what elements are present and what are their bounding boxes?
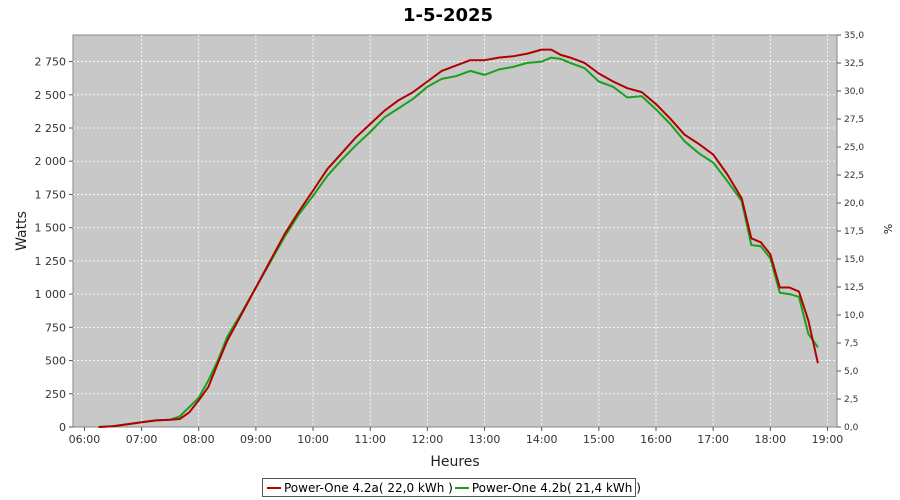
- x-tick-label: 08:00: [183, 433, 215, 446]
- y2-tick-label: 17,5: [844, 227, 864, 237]
- legend-swatch-b: [454, 486, 469, 489]
- legend-swatch-a: [267, 486, 281, 489]
- y-tick-label: 1 250: [35, 255, 67, 268]
- x-tick-label: 19:00: [812, 433, 844, 446]
- x-tick-label: 14:00: [526, 433, 558, 446]
- x-tick-label: 09:00: [240, 433, 272, 446]
- y-tick-label: 0: [59, 421, 66, 434]
- y-tick-label: 500: [45, 355, 66, 368]
- y2-tick-label: 15,0: [844, 255, 864, 265]
- chart-title: 1-5-2025: [403, 5, 493, 26]
- y-axis-ticks: 0 250 500 750 1 000 1 250 1 500 1 750 2 000 2 250…: [35, 56, 73, 434]
- x-tick-label: 10:00: [297, 433, 329, 446]
- legend-label-b: Power-One 4.2b( 21,4 kWh ): [471, 480, 641, 495]
- x-tick-label: 07:00: [126, 433, 158, 446]
- y-tick-label: 1 500: [35, 222, 67, 235]
- x-tick-label: 11:00: [354, 433, 386, 446]
- legend-label-a: Power-One 4.2a( 22,0 kWh ): [284, 480, 453, 495]
- series-line-0: [98, 48, 819, 428]
- y2-tick-label: 12,5: [844, 283, 864, 293]
- y2-axis-ticks: 0,0 2,5 5,0 7,5 10,0 12,5 15,0 17,5 20,0 22,5 25,0…: [837, 31, 864, 433]
- y-tick-label: 2 250: [35, 122, 67, 135]
- y2-tick-label: 5,0: [844, 367, 859, 377]
- y-tick-label: 750: [45, 321, 66, 334]
- y2-tick-label: 7,5: [844, 339, 858, 349]
- y2-tick-label: 32,5: [844, 59, 864, 69]
- y2-axis-label: %: [881, 224, 894, 234]
- y-tick-label: 2 500: [35, 89, 67, 102]
- y2-tick-label: 22,5: [844, 171, 864, 181]
- x-tick-label: 12:00: [412, 433, 444, 446]
- y2-tick-label: 30,0: [844, 87, 864, 97]
- x-axis-ticks: 06:00 07:00 08:00 09:00 10:00 11:00 12:00 13:00…: [69, 427, 844, 446]
- x-tick-label: 16:00: [640, 433, 672, 446]
- x-tick-label: 17:00: [697, 433, 729, 446]
- y2-tick-label: 2,5: [844, 395, 858, 405]
- y2-tick-label: 25,0: [844, 143, 864, 153]
- plot-area: [72, 34, 838, 428]
- y2-tick-label: 27,5: [844, 115, 864, 125]
- y-tick-label: 2 750: [35, 56, 67, 69]
- y-axis-label: Watts: [14, 211, 30, 251]
- legend: Power-One 4.2a( 22,0 kWh ) Power-One 4.2…: [262, 478, 641, 497]
- y2-tick-label: 20,0: [844, 199, 864, 209]
- x-tick-label: 13:00: [469, 433, 501, 446]
- x-tick-label: 06:00: [69, 433, 101, 446]
- x-axis-label: Heures: [430, 454, 479, 470]
- y-tick-label: 2 000: [35, 155, 67, 168]
- x-tick-label: 15:00: [583, 433, 615, 446]
- legend-item-a: Power-One 4.2a( 22,0 kWh ): [267, 481, 453, 495]
- y-tick-label: 1 750: [35, 188, 67, 201]
- series-group: [98, 48, 819, 428]
- y-tick-label: 250: [45, 388, 66, 401]
- legend-item-b: Power-One 4.2b( 21,4 kWh ): [454, 480, 641, 495]
- series-line-1: [98, 56, 819, 428]
- y2-tick-label: 10,0: [844, 311, 864, 321]
- y-tick-label: 1 000: [35, 288, 67, 301]
- x-tick-label: 18:00: [754, 433, 786, 446]
- y2-tick-label: 35,0: [844, 31, 864, 41]
- y2-tick-label: 0,0: [844, 423, 859, 433]
